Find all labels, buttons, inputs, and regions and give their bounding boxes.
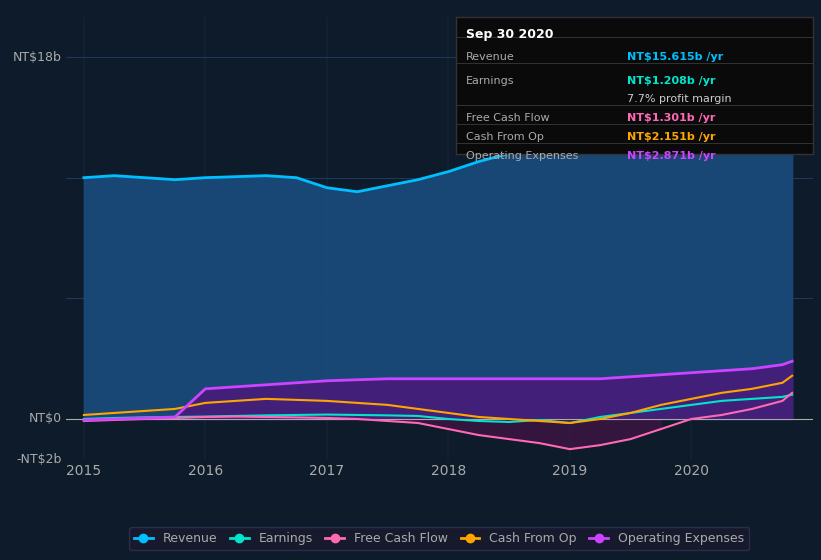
Text: Operating Expenses: Operating Expenses <box>466 151 579 161</box>
Text: NT$1.301b /yr: NT$1.301b /yr <box>627 113 715 123</box>
Text: NT$0: NT$0 <box>29 413 62 426</box>
Text: Sep 30 2020: Sep 30 2020 <box>466 28 554 41</box>
Text: Cash From Op: Cash From Op <box>466 132 544 142</box>
Legend: Revenue, Earnings, Free Cash Flow, Cash From Op, Operating Expenses: Revenue, Earnings, Free Cash Flow, Cash … <box>129 528 750 550</box>
Text: NT$15.615b /yr: NT$15.615b /yr <box>627 53 723 63</box>
Text: NT$2.151b /yr: NT$2.151b /yr <box>627 132 716 142</box>
Text: Earnings: Earnings <box>466 76 515 86</box>
Text: -NT$2b: -NT$2b <box>16 452 62 466</box>
Text: Revenue: Revenue <box>466 53 515 63</box>
Text: NT$2.871b /yr: NT$2.871b /yr <box>627 151 716 161</box>
Text: 7.7% profit margin: 7.7% profit margin <box>627 94 732 104</box>
Text: NT$18b: NT$18b <box>13 50 62 63</box>
Text: Free Cash Flow: Free Cash Flow <box>466 113 550 123</box>
Text: NT$1.208b /yr: NT$1.208b /yr <box>627 76 716 86</box>
